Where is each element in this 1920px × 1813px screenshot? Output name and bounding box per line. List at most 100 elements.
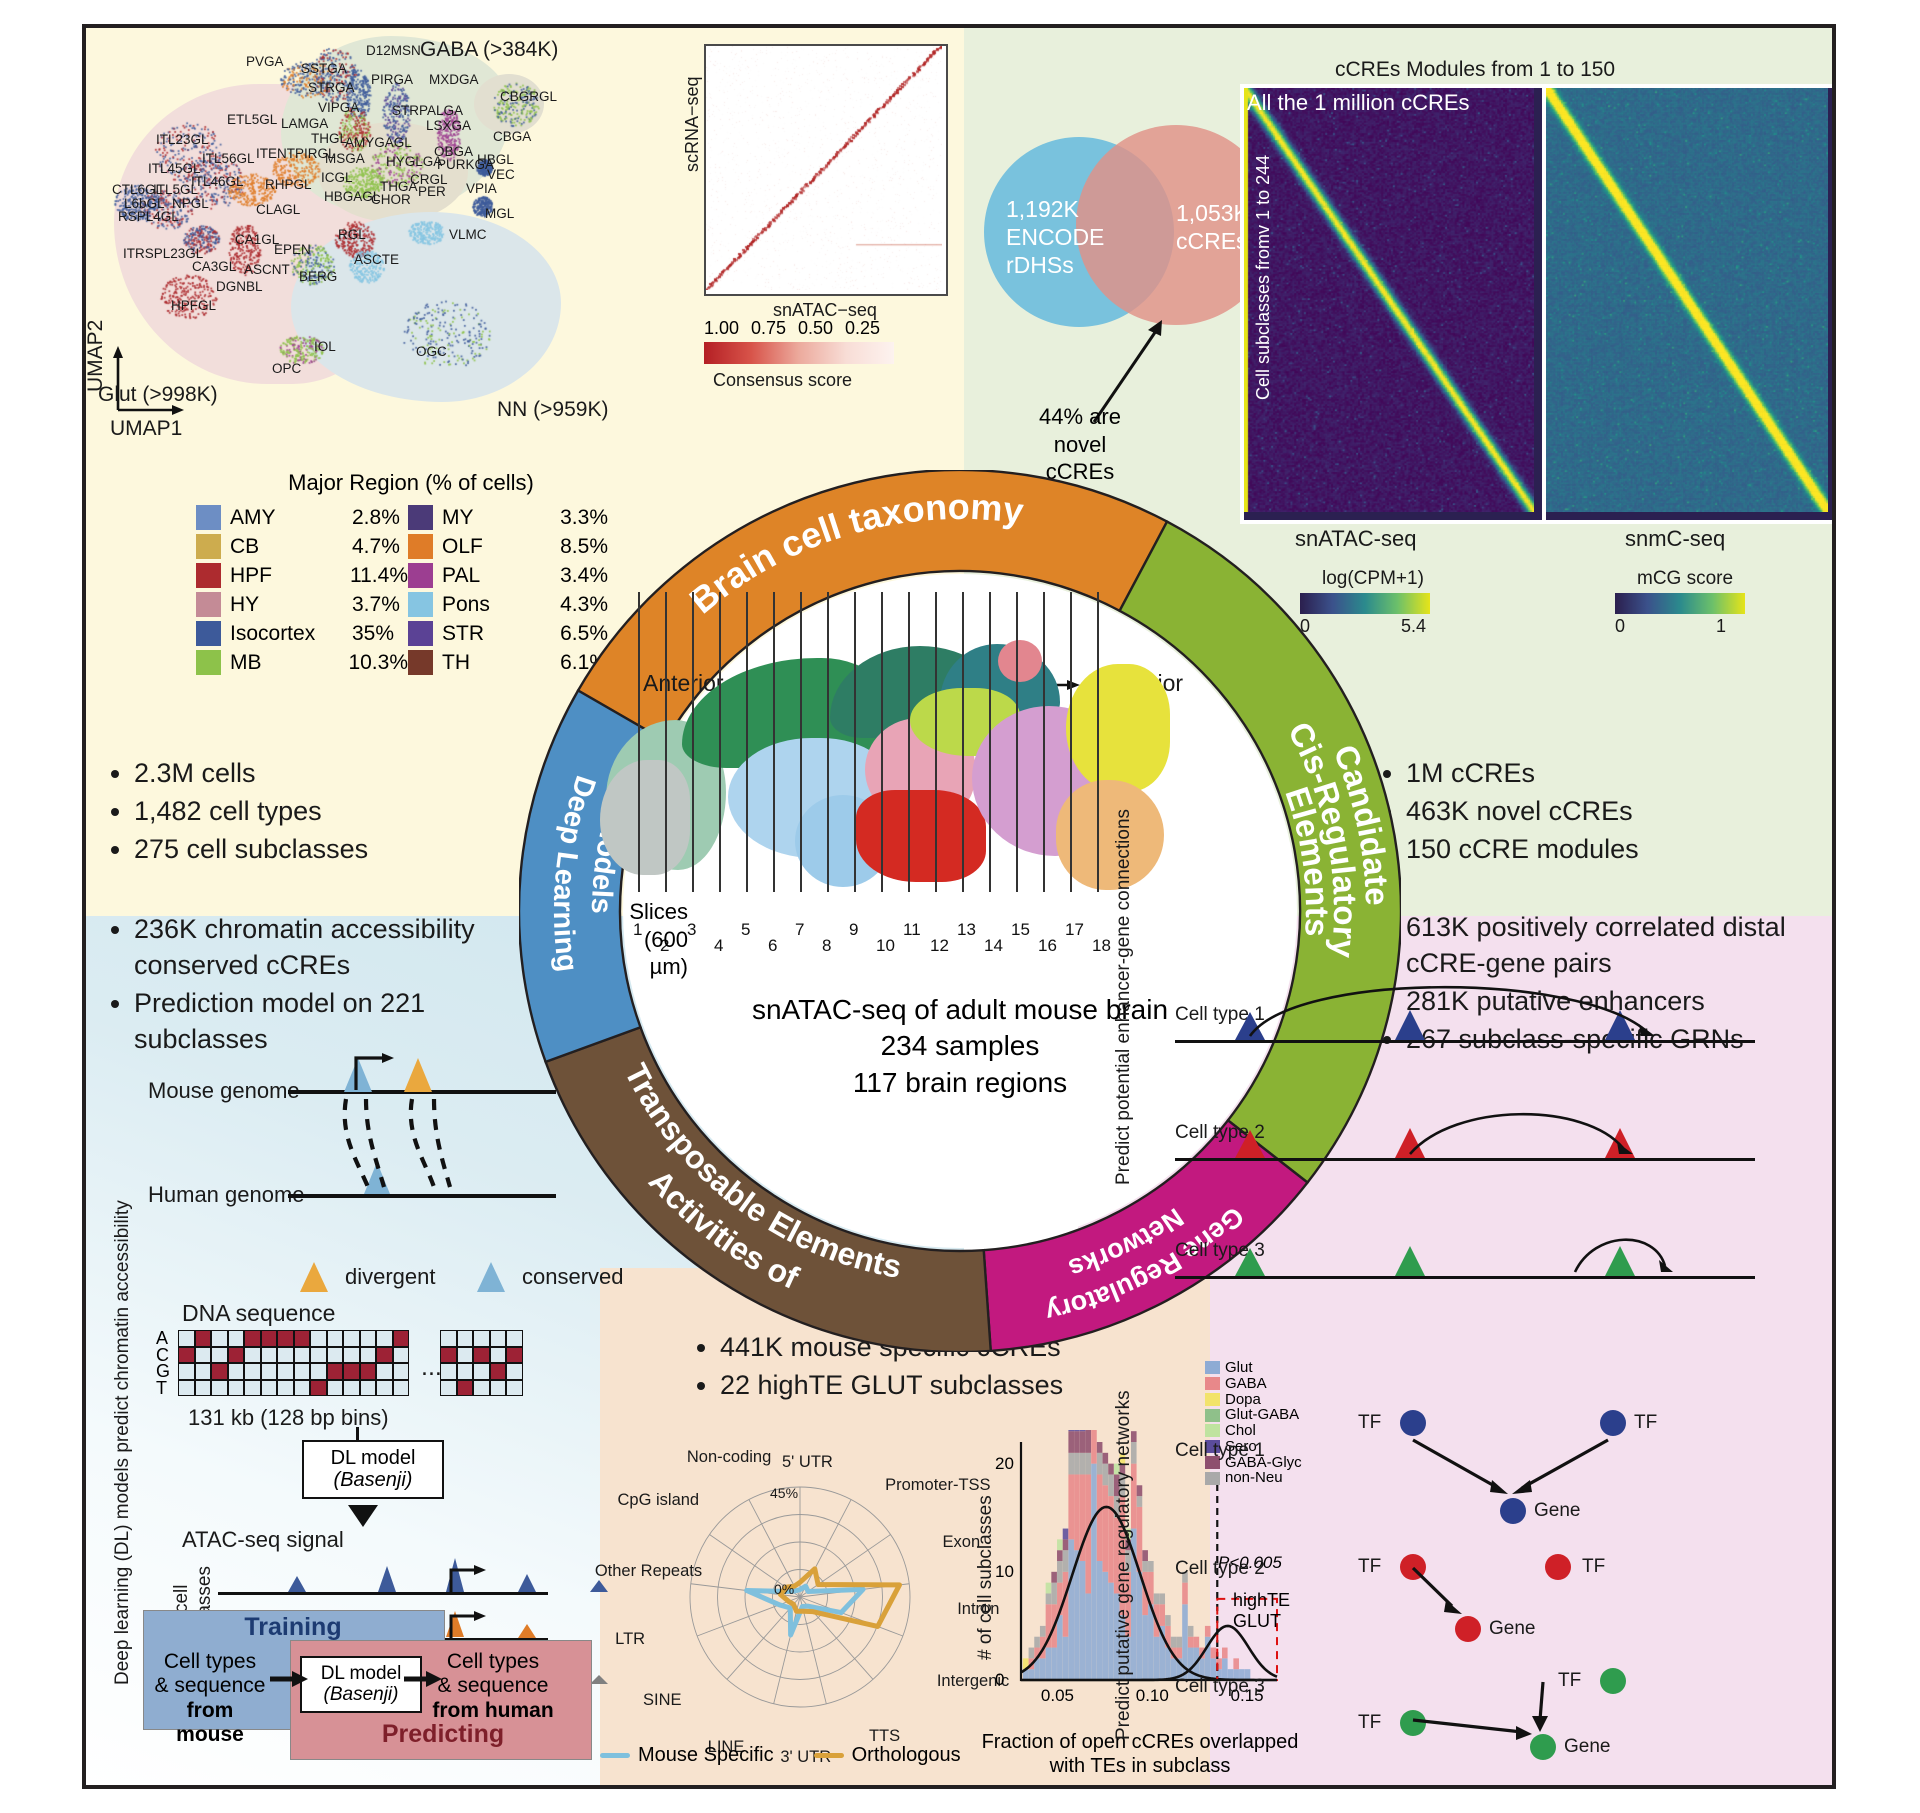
ccre-bullets: 1M cCREs463K novel cCREs150 cCRE modules: [1376, 756, 1796, 870]
radar-legend-label: Orthologous: [852, 1744, 961, 1767]
histogram-legend-item: non-Neu: [1205, 1470, 1302, 1486]
slice-line: [719, 592, 721, 892]
legend-conserved-label: conserved: [522, 1264, 624, 1290]
histogram-bar: [1029, 1669, 1035, 1680]
slice-line: [962, 592, 964, 892]
histogram-bar: [1137, 1496, 1143, 1507]
slice-number: 15: [1011, 920, 1030, 940]
umap-label: THGL: [311, 131, 347, 146]
slice-line: [854, 592, 856, 892]
radar-legend: Mouse Specific Orthologous: [600, 1744, 961, 1767]
legend-swatch: [408, 505, 433, 530]
umap-class-nn: NN (>959K): [497, 398, 608, 422]
bullet-item: 236K chromatin accessibility conserved c…: [134, 912, 524, 984]
dna-cell: [376, 1380, 393, 1397]
dna-cell: [211, 1347, 228, 1364]
radar-axis-label: Other Repeats: [595, 1562, 702, 1581]
slice-line: [989, 592, 991, 892]
dna-cell: [294, 1347, 311, 1364]
slice-line: [692, 592, 694, 892]
histogram-legend-label: Chol: [1225, 1423, 1256, 1439]
radar-tick-0: 0%: [774, 1581, 794, 1597]
histogram-bar: [1068, 1431, 1074, 1453]
bullet-item: 1,482 cell types: [134, 794, 534, 830]
histogram-x-axis-label: Fraction of open cCREs overlapped with T…: [975, 1730, 1305, 1778]
histogram-xlab-l2: with TEs in subclass: [975, 1754, 1305, 1778]
dna-cell: [327, 1347, 344, 1364]
umap-label: MXDGA: [429, 72, 479, 87]
slice-line: [638, 592, 640, 892]
module-heatmap-snatac: [1240, 84, 1546, 524]
training-label: Training: [150, 1613, 436, 1642]
histogram-xtick: 0.10: [1136, 1686, 1169, 1706]
legend-row: HPF 11.4%: [196, 561, 408, 590]
umap-label: PIRGA: [371, 72, 413, 87]
histogram-y-axis-label: # of cell subclasses: [975, 1495, 997, 1660]
dna-cell: [457, 1330, 474, 1347]
histogram-legend-swatch: [1205, 1424, 1220, 1437]
radar-legend-item: Mouse Specific: [600, 1744, 774, 1767]
slice-number: 12: [930, 936, 949, 956]
legend-row: AMY 2.8%: [196, 503, 408, 532]
umap-label: BERG: [299, 269, 337, 284]
dna-cell: [376, 1347, 393, 1364]
dna-cell: [310, 1363, 327, 1380]
legend-region-pct: 3.7%: [352, 593, 400, 617]
histogram-bar: [1051, 1648, 1057, 1680]
slice-number: 5: [741, 920, 750, 940]
predicting-output-l1: Cell types: [428, 1650, 558, 1674]
consensus-heatmap-plot: [704, 44, 948, 296]
grn-genome-line: [1175, 1158, 1755, 1161]
dna-cell: [506, 1330, 523, 1347]
colorbar-log-cpm-max: 5.4: [1401, 616, 1426, 637]
umap-label: SSTGA: [301, 61, 347, 76]
histogram-legend-swatch: [1205, 1472, 1220, 1485]
umap-label: STRGA: [308, 80, 355, 95]
dna-cell: [393, 1347, 410, 1364]
dna-cell: [244, 1380, 261, 1397]
atac-track-baseline: [218, 1592, 548, 1595]
umap-label: VLMC: [449, 227, 487, 242]
histogram-bar: [1142, 1561, 1148, 1572]
umap-label: LAMGA: [281, 116, 328, 131]
histogram-bar: [1057, 1615, 1063, 1680]
legend-column-left: AMY 2.8% CB 4.7% HPF 11.4% HY 3.7% Isocortex 35% M…: [196, 503, 408, 677]
slice-number: 11: [903, 920, 921, 940]
histogram-bar: [1097, 1561, 1103, 1680]
colorbar-mcg-score: mCG score 0 1: [1615, 568, 1795, 638]
radar-axis-label: 5' UTR: [782, 1453, 833, 1472]
umap-label: D12MSN: [366, 43, 421, 58]
grn-top-label-text: Predict potential enhancer-gene connecti…: [1113, 809, 1134, 1185]
histogram-bar: [1103, 1453, 1109, 1464]
dna-cell: [195, 1347, 212, 1364]
histogram-bar: [1029, 1648, 1035, 1659]
umap-label: ICGL: [321, 170, 353, 185]
consensus-tick: 0.50: [798, 318, 833, 339]
taxonomy-bullets: 2.3M cells1,482 cell types275 cell subcl…: [104, 756, 534, 870]
umap-label: PVGA: [246, 54, 284, 69]
legend-region-name: AMY: [230, 506, 352, 530]
te-radar-chart: 5' UTR Promoter-TSS Exon Intron Intergenic TT…: [640, 1455, 960, 1755]
slice-line: [827, 592, 829, 892]
dl-model-box: DL model (Basenji): [302, 1440, 444, 1499]
dna-cell: [228, 1330, 245, 1347]
dna-cell: [376, 1330, 393, 1347]
histogram-bar: [1142, 1615, 1148, 1680]
radar-axis-label: SINE: [643, 1691, 682, 1710]
dna-cell: [228, 1347, 245, 1364]
histogram-bar: [1040, 1626, 1046, 1637]
histogram-legend-label: Glut: [1225, 1360, 1253, 1376]
atac-signal-label: ATAC-seq signal: [182, 1527, 344, 1553]
umap-class-glut: Glut (>998K): [98, 383, 218, 407]
histogram-bar: [1103, 1464, 1109, 1486]
legend-swatch: [408, 592, 433, 617]
grn-network-cell-type-label: Cell type 2: [1175, 1558, 1265, 1580]
histogram-bar: [1063, 1550, 1069, 1572]
histogram-bar: [1159, 1593, 1165, 1604]
slice-line: [1043, 592, 1045, 892]
venn-encode-type: rDHSs: [1006, 251, 1104, 279]
histogram-bar: [1074, 1453, 1080, 1475]
dna-cell: [228, 1363, 245, 1380]
consensus-y-axis-label: scRNA−seq: [682, 76, 703, 172]
training-input-l3: from mouse: [150, 1699, 270, 1748]
